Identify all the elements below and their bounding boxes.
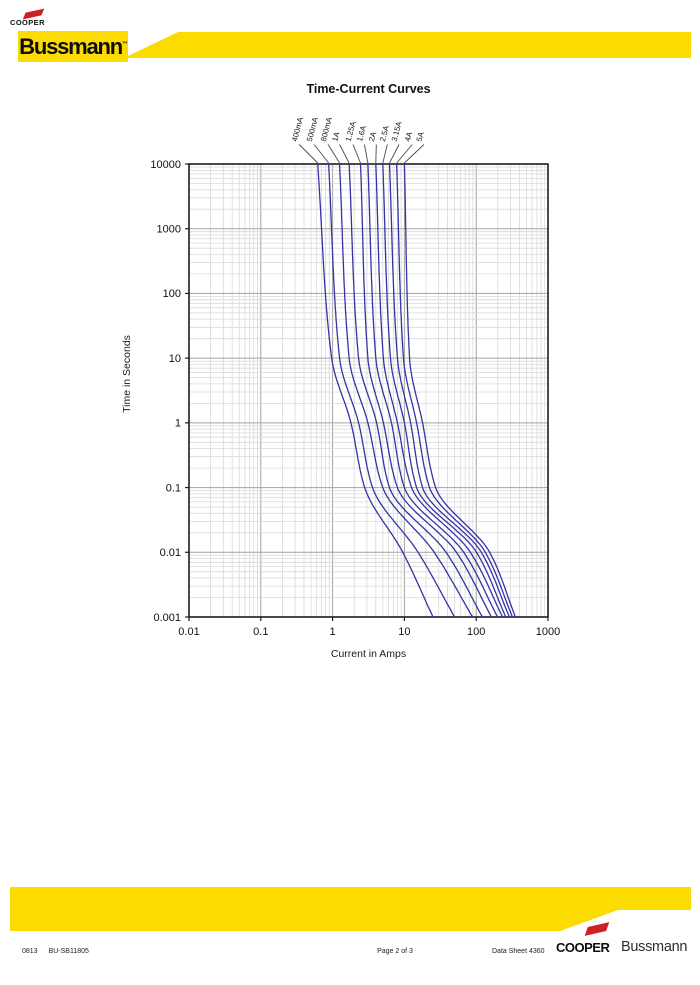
footer-rev-code: 0813 bbox=[22, 948, 38, 955]
y-tick-label: 1000 bbox=[157, 224, 181, 236]
curve-label-leader-1.25A bbox=[352, 144, 361, 164]
top-yellow-banner bbox=[124, 32, 691, 58]
curve-label-1.6A: 1.6A bbox=[355, 124, 368, 143]
y-tick-label: 1 bbox=[175, 418, 181, 430]
curve-2.5A bbox=[382, 163, 507, 618]
curve-5A bbox=[403, 163, 517, 618]
time-current-curves-chart: 0.01 0.1 1 10 100 1000 10000 1000 100 10 1 0.1 0.01 0… bbox=[150, 116, 560, 638]
header-cooper-label: COOPER bbox=[10, 18, 45, 27]
footer-cooper-logo-text: COOPER bbox=[556, 940, 610, 955]
curve-1.6A bbox=[367, 163, 499, 618]
curve-label-2A: 2A bbox=[367, 130, 378, 142]
curve-label-leader-3.15A bbox=[389, 144, 400, 164]
bottom-yellow-banner bbox=[10, 887, 691, 931]
curve-label-2.5A: 2.5A bbox=[378, 124, 391, 143]
x-tick-label: 0.01 bbox=[178, 626, 199, 638]
curve-label-leader-800mA bbox=[327, 144, 340, 164]
curve-800mA bbox=[338, 163, 474, 618]
x-axis-title: Current in Amps bbox=[330, 648, 407, 660]
footer-bussmann-logo-text: Bussmann bbox=[621, 939, 688, 955]
cooper-swoosh-icon bbox=[584, 922, 610, 936]
curve-3.15A bbox=[388, 163, 510, 618]
y-tick-label: 10000 bbox=[150, 159, 181, 171]
x-tick-label: 1000 bbox=[536, 626, 560, 638]
curve-2A bbox=[375, 163, 504, 618]
curve-label-leader-500mA bbox=[313, 144, 329, 164]
curve-4A bbox=[396, 164, 514, 618]
y-tick-label: 0.1 bbox=[166, 482, 181, 494]
curve-label-leader-5A bbox=[404, 144, 425, 164]
trademark-symbol: ™ bbox=[122, 41, 128, 48]
footer-doc-codes: 0813 BU-SB11805 bbox=[22, 948, 89, 955]
y-tick-label: 0.01 bbox=[160, 547, 181, 559]
curve-label-leader-1A bbox=[339, 144, 350, 164]
curve-label-leader-400mA bbox=[298, 144, 319, 164]
curve-1.25A bbox=[359, 163, 492, 618]
y-axis-title: Time in Seconds bbox=[121, 335, 133, 413]
curve-label-500mA: 500mA bbox=[305, 116, 320, 143]
x-tick-label: 0.1 bbox=[253, 626, 268, 638]
x-tick-label: 1 bbox=[330, 626, 336, 638]
curve-label-4A: 4A bbox=[403, 130, 414, 142]
curve-1A bbox=[348, 163, 483, 618]
curve-label-1A: 1A bbox=[330, 130, 341, 142]
curve-label-leader-1.6A bbox=[363, 144, 369, 164]
y-tick-label: 0.001 bbox=[153, 612, 181, 624]
curve-label-400mA: 400mA bbox=[290, 116, 305, 143]
curve-label-3.15A: 3.15A bbox=[390, 120, 404, 143]
curve-400mA bbox=[317, 163, 434, 618]
curve-label-leader-2.5A bbox=[382, 144, 388, 164]
y-tick-label: 100 bbox=[163, 288, 181, 300]
curve-500mA bbox=[327, 163, 456, 618]
x-tick-label: 100 bbox=[467, 626, 485, 638]
curve-label-5A: 5A bbox=[415, 130, 426, 142]
curve-label-leader-2A bbox=[375, 144, 377, 164]
footer-sheet-number: Data Sheet 4360 bbox=[492, 948, 545, 955]
curve-label-leader-4A bbox=[396, 144, 413, 164]
bussmann-logo-box: Bussmann™ bbox=[18, 31, 128, 62]
y-tick-label: 10 bbox=[169, 353, 181, 365]
footer-page-number: Page 2 of 3 bbox=[377, 948, 413, 955]
bussmann-logo-text: Bussmann™ bbox=[19, 33, 128, 59]
x-tick-label: 10 bbox=[398, 626, 410, 638]
chart-title: Time-Current Curves bbox=[306, 82, 431, 96]
footer-doc-code: BU-SB11805 bbox=[48, 948, 89, 955]
